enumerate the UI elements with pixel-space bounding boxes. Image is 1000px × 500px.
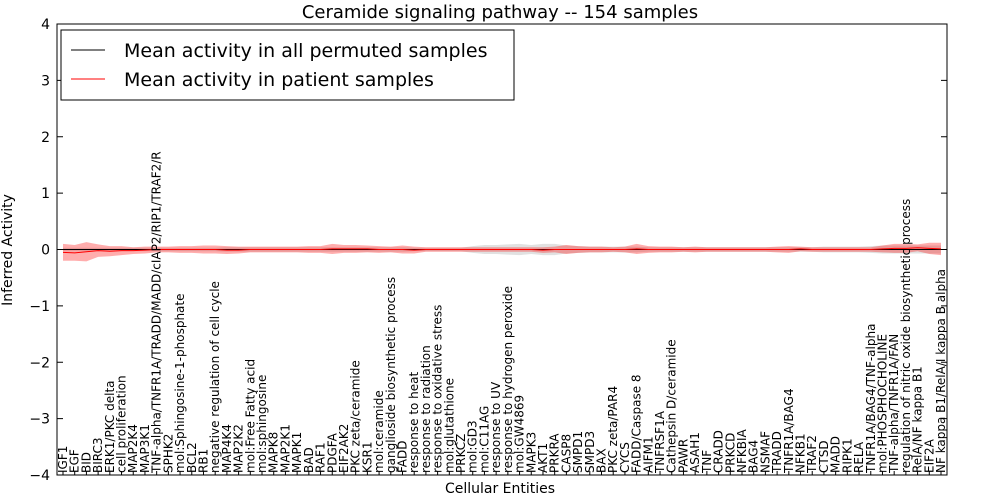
x-tick-label: RIPK1 bbox=[840, 438, 854, 473]
x-tick-label: PRKCZ bbox=[454, 434, 468, 473]
x-tick-label: PAWR bbox=[676, 439, 690, 473]
x-tick-label: CASP8 bbox=[559, 434, 573, 473]
x-tick-label: BCL2 bbox=[185, 442, 199, 473]
x-axis-label: Cellular Entities bbox=[445, 481, 555, 497]
x-tick-label: response to oxidative stress bbox=[431, 305, 445, 473]
y-axis: −4 −3 −2 −1 0 1 2 3 4 bbox=[29, 17, 947, 484]
y-tick-label: 1 bbox=[41, 186, 50, 202]
x-tick-label: TRAF2 bbox=[805, 435, 819, 474]
x-tick-label: PDGFA bbox=[325, 432, 339, 473]
y-tick-label: −3 bbox=[29, 412, 50, 428]
x-tick-label: BID bbox=[79, 452, 93, 473]
x-tick-label: ASAH1 bbox=[688, 432, 702, 473]
x-tick-label: TNF-alpha/TNFR1A/TRADD/MADD/cIAP2/RIP1/T… bbox=[150, 151, 164, 474]
x-tick-label: RelA/NF kappa B1 bbox=[911, 366, 925, 473]
x-tick-label: IGF1 bbox=[56, 446, 70, 473]
x-tick-label: KSR1 bbox=[360, 442, 374, 473]
x-tick-label: SPHK2 bbox=[161, 434, 175, 473]
y-axis-label: Inferred Activity bbox=[0, 194, 16, 306]
x-tick-label: mol:GD3 bbox=[466, 420, 480, 473]
x-tick-label: mol:sphingosine bbox=[255, 375, 269, 473]
x-tick-label: BAD bbox=[302, 447, 316, 473]
x-tick-label: BAX bbox=[595, 448, 609, 473]
x-tick-label: BIRC3 bbox=[91, 437, 105, 473]
x-tick-label: PRKCD bbox=[723, 433, 737, 473]
y-tick-label: 0 bbox=[41, 243, 50, 259]
x-tick-label: mol:Sphingosine-1-phosphate bbox=[173, 294, 187, 474]
x-tick-label: NSMAF bbox=[758, 431, 772, 473]
y-tick-label: −2 bbox=[29, 355, 50, 371]
x-tick-label: NF kappa B1/RelA/I kappa B alpha bbox=[934, 269, 948, 473]
x-tick-label: RAF1 bbox=[314, 442, 328, 473]
x-tick-label: SMPD3 bbox=[583, 431, 597, 473]
chart-title: Ceramide signaling pathway -- 154 sample… bbox=[302, 2, 698, 23]
bands-layer bbox=[63, 242, 941, 262]
x-tick-label: FADD bbox=[395, 441, 409, 474]
x-tick-label: MAPK1 bbox=[290, 432, 304, 473]
x-tick-label: CTSD bbox=[817, 440, 831, 473]
x-tick-label: response to UV bbox=[489, 381, 503, 473]
x-tick-label: TNFR1A/BAG4/TNF-alpha bbox=[864, 324, 878, 474]
x-tick-label: MAP4K4 bbox=[220, 424, 234, 473]
legend-label-patient: Mean activity in patient samples bbox=[124, 69, 434, 91]
legend-label-permuted: Mean activity in all permuted samples bbox=[124, 40, 487, 62]
legend-box bbox=[60, 29, 515, 101]
x-tick-label: mol:ceramide bbox=[372, 390, 386, 473]
x-tick-label: EIF2AK2 bbox=[337, 424, 351, 473]
band-patient bbox=[63, 242, 941, 262]
x-tick-label: cell proliferation bbox=[115, 375, 129, 473]
x-tick-label: response to radiation bbox=[419, 345, 433, 473]
x-tick-label: TNFR1A/BAG4 bbox=[782, 388, 796, 474]
x-tick-label: AKT1 bbox=[536, 443, 550, 473]
x-tick-label: mol:GW4869 bbox=[513, 395, 527, 473]
x-tick-label: CYCS bbox=[618, 442, 632, 473]
x-tick-label: NFKBIA bbox=[735, 428, 749, 473]
x-tick-label: mol:C11AG bbox=[477, 406, 491, 473]
x-tick-label: TNF-alpha/TNFR1A/FAN bbox=[887, 334, 901, 474]
x-tick-label: FADD/Caspase 8 bbox=[630, 374, 644, 473]
x-tick-label: NFKB1 bbox=[794, 433, 808, 473]
x-tick-label: MAP2K2 bbox=[232, 424, 246, 473]
y-tick-label: 2 bbox=[41, 130, 50, 146]
x-tick-label: BAG4 bbox=[747, 440, 761, 473]
x-tick-label: response to heat bbox=[407, 371, 421, 473]
x-tick-label: MAP2K4 bbox=[126, 424, 140, 473]
lines-layer bbox=[62, 247, 942, 254]
x-tick-label: AIFM1 bbox=[641, 436, 655, 473]
legend: Mean activity in all permuted samples Me… bbox=[60, 29, 515, 101]
x-tick-label: SMPD1 bbox=[571, 431, 585, 473]
x-tick-label: response to hydrogen peroxide bbox=[501, 286, 515, 473]
x-tick-label: PKC zeta/PAR4 bbox=[606, 386, 620, 473]
x-tick-label: MAP3K1 bbox=[138, 424, 152, 473]
x-tick-label: ERK1/PKC delta bbox=[103, 380, 117, 473]
x-tick-label: MAPK8 bbox=[267, 432, 281, 473]
x-tick-label: mol:glutathione bbox=[442, 378, 456, 473]
x-tick-label: ganglioside biosynthetic process bbox=[384, 277, 398, 473]
series-line-patient bbox=[62, 247, 942, 254]
y-tick-label: −4 bbox=[29, 468, 50, 484]
x-tick-label: CRADD bbox=[712, 430, 726, 473]
x-tick-label: mol:Free Fatty acid bbox=[243, 359, 257, 473]
x-tick-label: TNFRSF1A bbox=[653, 410, 667, 474]
x-tick-label: mol:PHOSPHOCHOLINE bbox=[875, 334, 889, 473]
x-tick-label: PKC zeta/ceramide bbox=[349, 360, 363, 473]
y-tick-label: 4 bbox=[41, 17, 50, 33]
x-tick-label: TRADD bbox=[770, 431, 784, 474]
x-tick-label: RELA bbox=[852, 441, 866, 473]
y-tick-label: −1 bbox=[29, 299, 50, 315]
x-tick-label: Cathepsin D/ceramide bbox=[665, 339, 679, 473]
x-tick-label: TNF bbox=[700, 450, 714, 474]
x-tick-label: negative regulation of cell cycle bbox=[208, 281, 222, 473]
x-tick-label: MAP2K1 bbox=[278, 424, 292, 473]
x-tick-label: EIF2A bbox=[922, 438, 936, 473]
x-tick-label: EGF bbox=[68, 449, 82, 473]
y-tick-label: 3 bbox=[41, 73, 50, 89]
x-tick-label: PRKRA bbox=[548, 433, 562, 473]
x-tick-label: MAPK3 bbox=[524, 432, 538, 473]
x-tick-label: regulation of nitric oxide biosynthetic … bbox=[899, 199, 913, 473]
x-tick-label: RB1 bbox=[196, 449, 210, 473]
x-tick-label: MADD bbox=[829, 436, 843, 473]
